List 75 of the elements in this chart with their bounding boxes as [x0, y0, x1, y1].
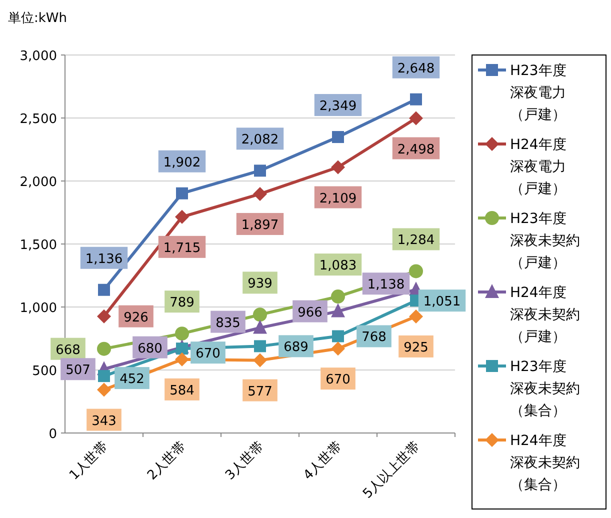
point [409, 111, 423, 126]
point [254, 340, 266, 352]
legend-label: H23年度深夜未契約（戸建） [510, 211, 580, 271]
data-label: 2,349 [319, 99, 357, 114]
point [253, 186, 267, 201]
x-tick-label: 3人世帯 [222, 439, 267, 484]
point [331, 160, 345, 174]
x-tick-label: 5人以上世帯 [360, 439, 423, 502]
point [331, 290, 345, 304]
data-label: 789 [170, 296, 194, 311]
point [253, 308, 267, 322]
point [175, 210, 189, 224]
point [175, 352, 189, 366]
legend-label: H23年度深夜電力（戸建） [510, 63, 566, 123]
point [176, 342, 188, 355]
point [97, 342, 111, 356]
legend-label: H24年度深夜電力（戸建） [510, 137, 566, 197]
point [410, 93, 422, 106]
point [175, 326, 189, 341]
data-label: 966 [298, 305, 322, 320]
point [98, 370, 110, 382]
point [176, 187, 188, 200]
data-label: 768 [362, 330, 386, 346]
y-axis-title: 単位:kWh [8, 11, 68, 26]
y-tick-label: 1,000 [20, 301, 57, 316]
data-label: 577 [248, 384, 272, 400]
y-tick-label: 1,500 [20, 238, 57, 253]
data-label: 1,051 [423, 294, 461, 310]
data-label: 584 [170, 383, 194, 398]
point [254, 164, 266, 177]
data-label: 939 [248, 276, 272, 292]
data-label: 668 [56, 342, 80, 358]
data-label: 1,136 [85, 252, 123, 267]
point [331, 303, 345, 318]
point [409, 264, 423, 278]
point [253, 320, 267, 334]
data-label: 1,897 [241, 218, 279, 233]
point [97, 382, 111, 397]
y-tick-label: 0 [48, 427, 57, 442]
y-tick-label: 3,000 [20, 49, 57, 64]
data-label: 926 [124, 310, 148, 326]
legend-label: H24年度深夜未契約（集合） [510, 433, 580, 493]
point [409, 309, 423, 324]
data-label: 1,715 [163, 240, 201, 256]
data-label: 1,284 [397, 233, 435, 248]
legend-label: H23年度深夜未契約（集合） [510, 359, 580, 419]
data-label: 2,082 [241, 132, 279, 148]
data-label: 1,138 [367, 278, 405, 293]
y-tick-label: 500 [32, 364, 57, 379]
data-label: 1,902 [163, 155, 201, 170]
data-label: 689 [284, 340, 308, 356]
data-label: 670 [196, 346, 220, 362]
point [331, 342, 345, 356]
data-label: 2,498 [397, 142, 435, 158]
point [332, 330, 344, 342]
y-tick-label: 2,500 [20, 112, 57, 127]
point [332, 131, 344, 144]
data-label: 680 [138, 341, 162, 356]
x-tick-label: 4人世帯 [300, 439, 345, 484]
data-label: 452 [120, 372, 144, 388]
x-tick-label: 2人世帯 [144, 439, 189, 484]
x-tick-label: 1人世帯 [66, 439, 111, 484]
data-label: 343 [92, 414, 116, 429]
point [97, 309, 111, 324]
data-label: 2,109 [319, 191, 357, 206]
data-label: 507 [66, 363, 90, 378]
data-label: 670 [326, 372, 350, 388]
point [253, 353, 267, 368]
data-label: 835 [216, 316, 240, 331]
point [98, 284, 110, 296]
y-tick-label: 2,000 [20, 175, 57, 190]
legend-label: H24年度深夜未契約（戸建） [510, 285, 580, 345]
data-label: 925 [404, 340, 428, 356]
data-label: 2,648 [397, 61, 435, 76]
data-label: 1,083 [319, 258, 357, 274]
